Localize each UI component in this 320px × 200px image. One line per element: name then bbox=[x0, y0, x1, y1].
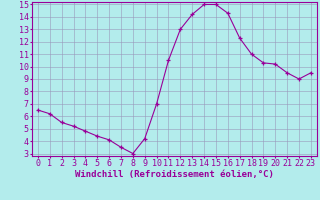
X-axis label: Windchill (Refroidissement éolien,°C): Windchill (Refroidissement éolien,°C) bbox=[75, 170, 274, 179]
